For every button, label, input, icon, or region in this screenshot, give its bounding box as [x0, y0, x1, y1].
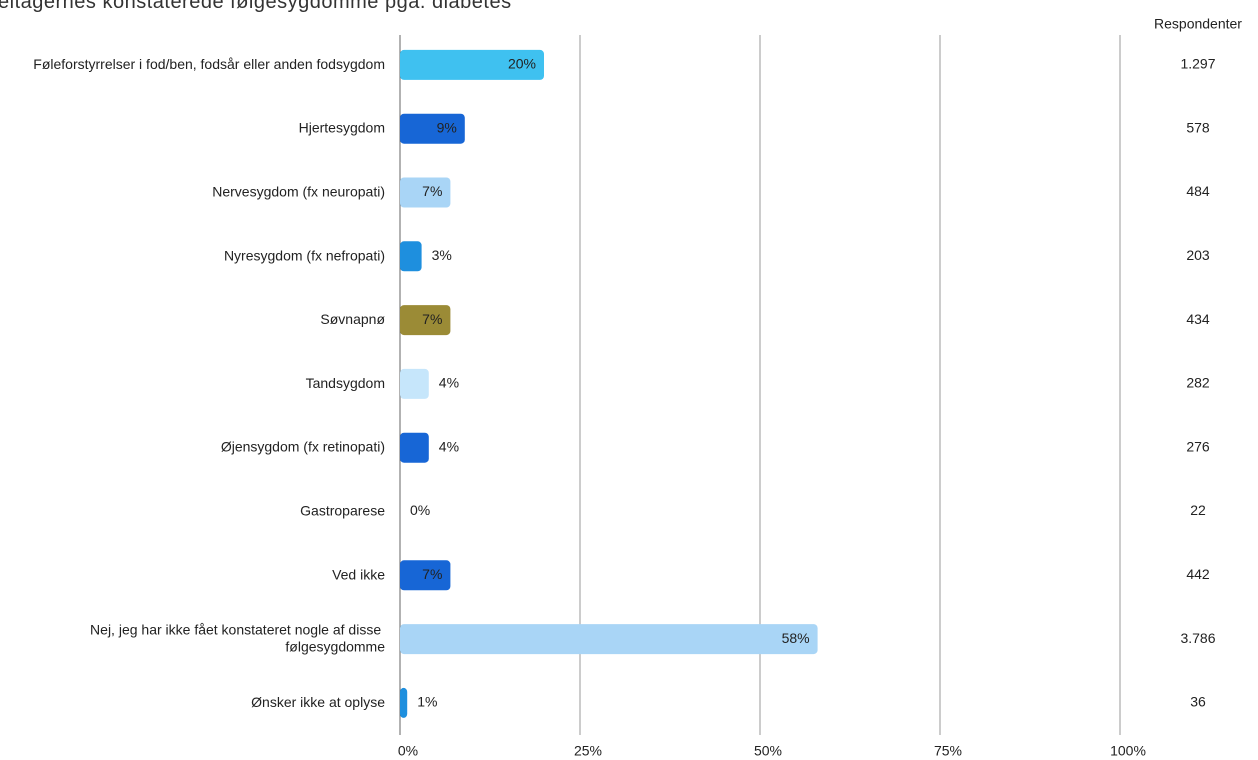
respondent-count: 22	[1190, 502, 1206, 518]
y-tick-label: Søvnapnø	[320, 311, 385, 327]
y-tick-label: Ønsker ikke at oplyse	[251, 694, 385, 710]
respondent-count: 282	[1186, 375, 1210, 391]
bar	[400, 560, 451, 591]
respondent-count: 434	[1186, 311, 1210, 327]
y-tick-label: Øjensygdom (fx retinopati)	[221, 438, 385, 454]
respondent-count: 276	[1186, 438, 1210, 454]
label-line: Nervesygdom (fx neuropati)	[212, 183, 385, 199]
bar	[400, 241, 422, 272]
x-tick-label: 100%	[1110, 743, 1146, 759]
x-tick-label: 75%	[934, 743, 962, 759]
label-line: Føleforstyrrelser i fod/ben, fodsår elle…	[33, 56, 385, 72]
data-label: 7%	[422, 311, 442, 327]
y-tick-label: Nervesygdom (fx neuropati)	[212, 183, 385, 199]
respondent-count: 36	[1190, 694, 1206, 710]
bar	[400, 177, 451, 208]
data-label: 4%	[439, 438, 459, 454]
respondent-count: 484	[1186, 183, 1210, 199]
label-line: Ønsker ikke at oplyse	[251, 694, 385, 710]
bar	[400, 305, 451, 336]
data-label: 7%	[422, 183, 442, 199]
column-header: Respondenter	[1154, 16, 1242, 32]
y-tick-label: Ved ikke	[332, 566, 385, 582]
data-label: 3%	[432, 247, 452, 263]
label-line: Ved ikke	[332, 566, 385, 582]
y-tick-label: Nej, jeg har ikke fået konstateret nogle…	[90, 621, 385, 654]
respondent-count: 442	[1186, 566, 1210, 582]
y-tick-label: Nyresygdom (fx nefropati)	[224, 247, 385, 263]
label-line: Nyresygdom (fx nefropati)	[224, 247, 385, 263]
respondent-count: 578	[1186, 119, 1210, 135]
bar	[400, 368, 429, 399]
bar	[400, 624, 818, 655]
data-label: 58%	[782, 630, 810, 646]
chart-title: eltagernes konstaterede følgesygdomme pg…	[0, 0, 512, 13]
bar	[400, 687, 408, 718]
x-tick-label: 25%	[574, 743, 602, 759]
bar	[400, 49, 544, 80]
respondent-count: 203	[1186, 247, 1210, 263]
label-line: Gastroparese	[300, 502, 385, 518]
bar	[400, 113, 465, 144]
data-label: 4%	[439, 375, 459, 391]
label-line: Øjensygdom (fx retinopati)	[221, 438, 385, 454]
label-line: Søvnapnø	[320, 311, 385, 327]
x-tick-label: 50%	[754, 743, 782, 759]
y-tick-label: Gastroparese	[300, 502, 385, 518]
y-tick-label: Føleforstyrrelser i fod/ben, fodsår elle…	[33, 56, 385, 72]
bar	[400, 432, 429, 463]
data-label: 9%	[437, 119, 457, 135]
y-tick-label: Hjertesygdom	[299, 119, 385, 135]
data-label: 7%	[422, 566, 442, 582]
label-line: Tandsygdom	[306, 375, 385, 391]
data-label: 0%	[410, 502, 430, 518]
x-tick-label: 0%	[398, 743, 418, 759]
label-line: Hjertesygdom	[299, 119, 385, 135]
y-tick-label: Tandsygdom	[306, 375, 385, 391]
data-label: 20%	[508, 56, 536, 72]
label-line: følgesygdomme	[285, 638, 385, 654]
data-label: 1%	[417, 694, 437, 710]
respondent-count: 1.297	[1180, 56, 1215, 72]
respondent-count: 3.786	[1180, 630, 1215, 646]
label-line: Nej, jeg har ikke fået konstateret nogle…	[90, 621, 385, 637]
